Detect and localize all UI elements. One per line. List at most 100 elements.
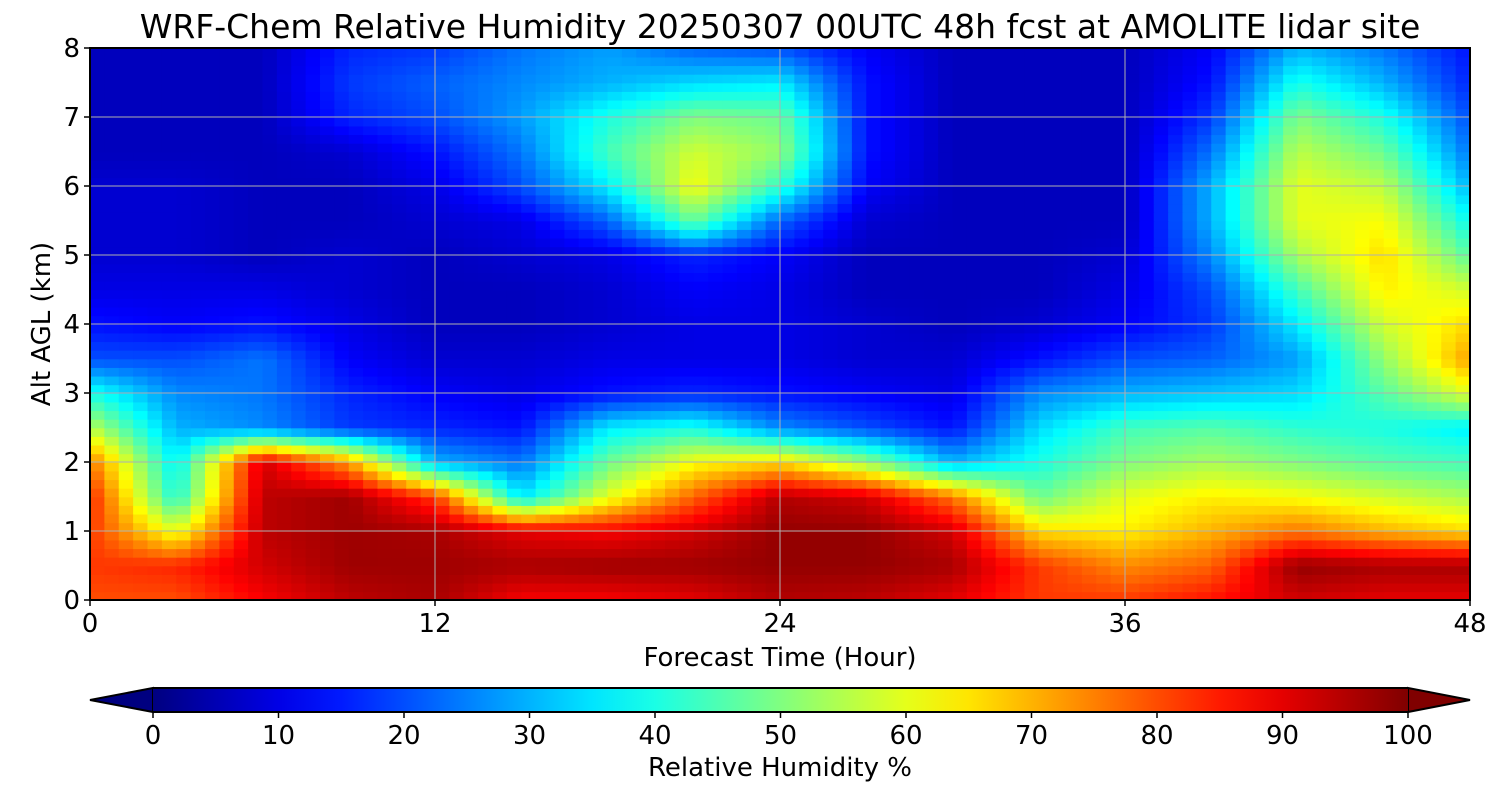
- heatmap-cell: [1096, 255, 1112, 265]
- heatmap-cell: [133, 255, 149, 265]
- heatmap-cell: [1240, 427, 1256, 437]
- heatmap-cell: [363, 531, 379, 541]
- heatmap-cell: [808, 453, 824, 463]
- heatmap-cell: [1110, 427, 1126, 437]
- heatmap-cell: [1412, 367, 1428, 377]
- heatmap-cell: [1067, 255, 1083, 265]
- heatmap-cell: [621, 306, 638, 317]
- heatmap-cell: [1153, 177, 1169, 187]
- heatmap-cell: [1125, 151, 1141, 161]
- heatmap-cell: [463, 513, 479, 524]
- heatmap-cell: [1283, 349, 1299, 360]
- heatmap-cell: [219, 513, 235, 524]
- heatmap-cell: [90, 427, 106, 437]
- heatmap-cell: [492, 522, 508, 532]
- heatmap-cell: [938, 462, 954, 472]
- heatmap-cell: [449, 539, 465, 550]
- heatmap-cell: [1096, 427, 1112, 437]
- heatmap-cell: [1096, 229, 1112, 239]
- heatmap-cell: [578, 168, 594, 179]
- heatmap-cell: [837, 341, 853, 351]
- heatmap-cell: [1024, 574, 1040, 584]
- heatmap-cell: [506, 505, 523, 515]
- heatmap-cell: [679, 393, 695, 403]
- heatmap-cell: [1455, 513, 1470, 524]
- heatmap-cell: [233, 453, 249, 463]
- heatmap-cell: [463, 358, 479, 368]
- heatmap-cell: [722, 315, 738, 325]
- heatmap-cell: [449, 375, 465, 386]
- heatmap-cell: [1182, 410, 1198, 420]
- heatmap-cell: [1153, 246, 1169, 256]
- heatmap-cell: [823, 453, 839, 463]
- heatmap-cell: [1326, 444, 1342, 455]
- heatmap-cell: [1067, 522, 1083, 532]
- heatmap-cell: [995, 548, 1011, 558]
- heatmap-cell: [190, 298, 206, 308]
- heatmap-cell: [952, 255, 968, 265]
- heatmap-cell: [133, 470, 149, 481]
- heatmap-cell: [305, 548, 321, 558]
- heatmap-cell: [593, 384, 609, 394]
- heatmap-cell: [521, 401, 537, 412]
- heatmap-cell: [923, 410, 939, 420]
- heatmap-cell: [391, 211, 408, 222]
- heatmap-cell: [1254, 582, 1270, 593]
- heatmap-cell: [118, 255, 134, 265]
- heatmap-cell: [1024, 375, 1040, 386]
- heatmap-cell: [981, 496, 997, 506]
- heatmap-cell: [751, 522, 767, 532]
- heatmap-cell: [1182, 591, 1198, 600]
- heatmap-cell: [1369, 418, 1385, 429]
- heatmap-cell: [176, 436, 192, 446]
- heatmap-cell: [305, 539, 321, 550]
- heatmap-cell: [1355, 289, 1371, 299]
- heatmap-cell: [607, 496, 623, 506]
- heatmap-cell: [909, 522, 925, 532]
- heatmap-cell: [406, 436, 422, 446]
- heatmap-cell: [1196, 427, 1213, 437]
- heatmap-cell: [1240, 168, 1256, 179]
- heatmap-cell: [1340, 496, 1356, 506]
- heatmap-cell: [435, 246, 451, 256]
- heatmap-cell: [133, 367, 149, 377]
- heatmap-cell: [981, 194, 997, 205]
- heatmap-cell: [190, 194, 206, 205]
- heatmap-cell: [564, 539, 580, 550]
- heatmap-cell: [1168, 436, 1184, 446]
- heatmap-cell: [463, 574, 479, 584]
- heatmap-cell: [1240, 151, 1256, 161]
- heatmap-cell: [837, 358, 853, 368]
- heatmap-cell: [693, 418, 709, 429]
- heatmap-cell: [90, 453, 106, 463]
- heatmap-cell: [665, 177, 681, 187]
- heatmap-cell: [420, 160, 436, 170]
- heatmap-cell: [391, 186, 408, 196]
- heatmap-cell: [636, 462, 652, 472]
- heatmap-cell: [1081, 203, 1098, 213]
- heatmap-cell: [1383, 582, 1399, 593]
- heatmap-cell: [866, 211, 882, 222]
- heatmap-cell: [320, 186, 336, 196]
- heatmap-cell: [1297, 539, 1313, 550]
- heatmap-cell: [1355, 539, 1371, 550]
- heatmap-cell: [463, 539, 479, 550]
- heatmap-cell: [492, 177, 508, 187]
- heatmap-cell: [435, 531, 451, 541]
- heatmap-cell: [593, 418, 609, 429]
- heatmap-cell: [593, 505, 609, 515]
- heatmap-cell: [1268, 522, 1284, 532]
- heatmap-cell: [650, 531, 666, 541]
- heatmap-cell: [161, 289, 178, 299]
- heatmap-cell: [391, 255, 408, 265]
- heatmap-cell: [808, 358, 824, 368]
- heatmap-cell: [1139, 556, 1155, 567]
- heatmap-cell: [104, 565, 120, 575]
- heatmap-cell: [923, 479, 939, 489]
- heatmap-cell: [1326, 384, 1342, 394]
- heatmap-cell: [233, 306, 249, 317]
- heatmap-cell: [794, 367, 810, 377]
- heatmap-cell: [952, 194, 968, 205]
- heatmap-cell: [895, 211, 911, 222]
- heatmap-cell: [1311, 436, 1328, 446]
